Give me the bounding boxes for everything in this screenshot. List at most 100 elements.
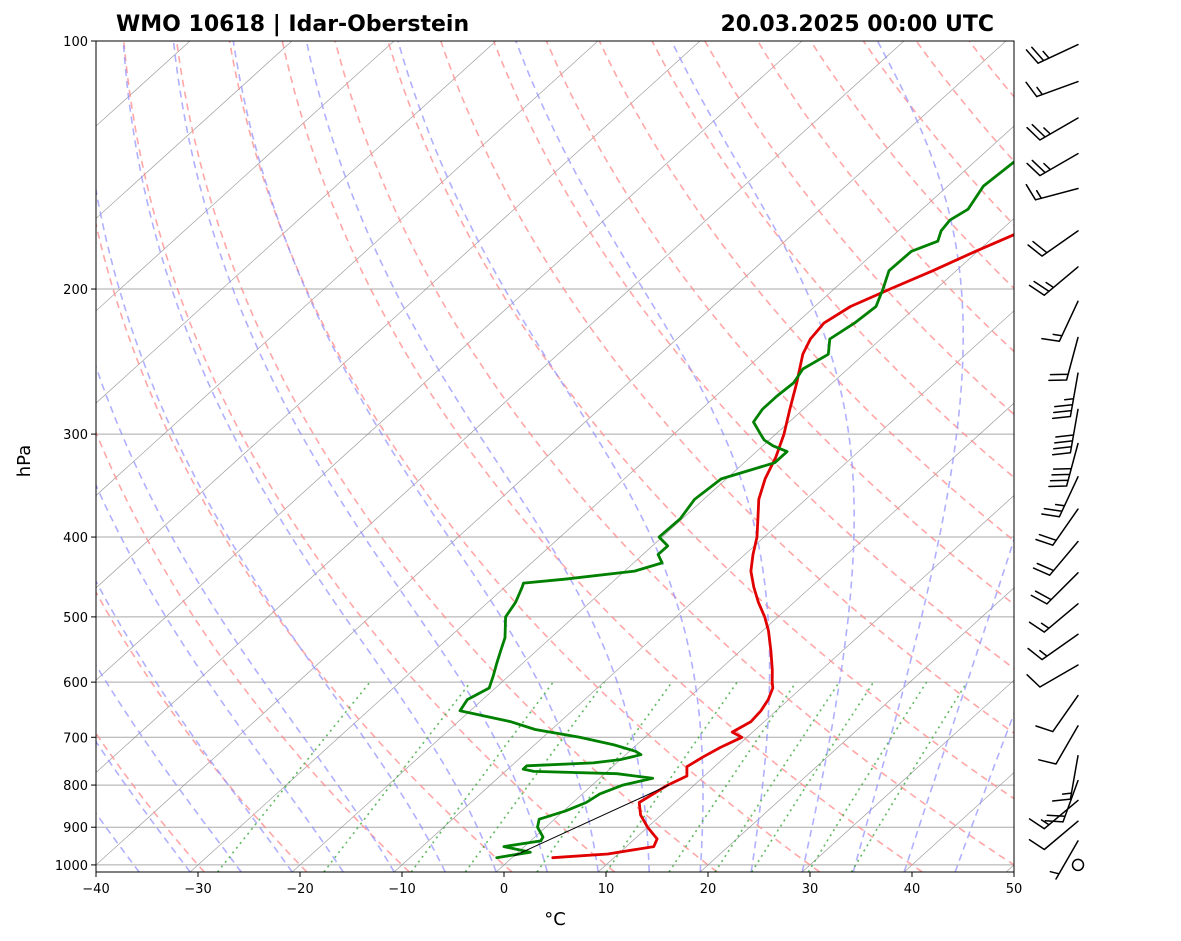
dry-adiabat-100 xyxy=(598,41,1014,542)
wind-barb xyxy=(1026,664,1079,688)
moist-adiabat--10 xyxy=(96,364,395,872)
title-datetime: 20.03.2025 00:00 UTC xyxy=(720,12,994,37)
mixing-ratio-36 xyxy=(850,681,968,872)
moist-adiabat-20 xyxy=(397,41,704,872)
isobar-lines xyxy=(96,41,1014,866)
x-tick-label: −40 xyxy=(82,882,109,897)
wind-barb xyxy=(1032,540,1079,576)
wind-barb-column xyxy=(1025,43,1085,880)
isotherm--10 xyxy=(393,310,1014,872)
wind-barb xyxy=(1025,43,1079,64)
moist-adiabat--5 xyxy=(96,186,446,872)
isotherm--100 xyxy=(96,41,395,312)
mixing-ratio-5 xyxy=(536,681,673,872)
wind-barb xyxy=(1048,442,1079,488)
y-axis: 100 200 300 400 500 600 700 800 900 1000 xyxy=(55,35,96,874)
dewpoint-line xyxy=(458,160,1014,860)
wind-barb xyxy=(1028,266,1079,296)
dry-adiabat-50 xyxy=(334,41,1014,866)
wind-barb-calm xyxy=(1071,858,1085,872)
wind-barb xyxy=(1028,603,1079,633)
y-tick-label: 300 xyxy=(63,428,88,443)
y-tick-label: 100 xyxy=(63,35,88,50)
moist-adiabat-10 xyxy=(232,41,599,872)
x-tick-label: 50 xyxy=(1006,882,1023,897)
dry-adiabat-0 xyxy=(96,220,513,872)
isotherm-lines xyxy=(96,41,1014,872)
x-tick-label: 30 xyxy=(802,882,819,897)
x-tick-label: 20 xyxy=(700,882,717,897)
wind-barb xyxy=(1028,820,1079,851)
moist-adiabat-40 xyxy=(903,537,1014,872)
y-tick-label: 500 xyxy=(63,611,88,626)
dry-adiabat-10 xyxy=(123,41,616,872)
wind-barb xyxy=(1025,80,1079,98)
moist-adiabat-lines xyxy=(96,41,1014,872)
x-tick-label: 10 xyxy=(598,882,615,897)
y-tick-label: 1000 xyxy=(55,859,88,874)
y-tick-label: 700 xyxy=(63,731,88,746)
wind-barb xyxy=(1035,508,1079,546)
wind-barb xyxy=(1027,633,1079,661)
x-axis-label: °C xyxy=(544,909,566,930)
moist-adiabat-30 xyxy=(670,41,855,872)
y-tick-label: 900 xyxy=(63,821,88,836)
x-axis: −40 −30 −20 −10 0 10 20 30 40 50 xyxy=(82,872,1022,897)
mixing-ratio-2 xyxy=(410,681,554,872)
y-tick-label: 400 xyxy=(63,531,88,546)
parcel-line xyxy=(513,784,670,857)
moist-adiabat--20 xyxy=(96,579,293,872)
temperature-line xyxy=(551,233,1014,860)
isotherm--20 xyxy=(291,217,1014,872)
mixing-ratio-28 xyxy=(807,681,928,872)
wind-barb xyxy=(1038,725,1079,765)
sounding-profiles xyxy=(458,160,1014,860)
moist-adiabat-5 xyxy=(172,41,548,872)
dry-adiabat-40 xyxy=(281,41,923,872)
isotherm-10 xyxy=(597,495,1014,872)
dry-adiabat-80 xyxy=(492,41,1014,670)
mixing-ratio-3 xyxy=(464,681,606,872)
x-tick-label: 0 xyxy=(500,882,508,897)
dry-adiabat--30 xyxy=(96,731,205,872)
dry-adiabat-lines xyxy=(96,41,1014,872)
isotherm--60 xyxy=(96,41,803,681)
wind-barb xyxy=(1035,694,1079,733)
y-tick-label: 600 xyxy=(63,676,88,691)
moist-adiabat-0 xyxy=(122,41,497,872)
mixing-ratio-8 xyxy=(605,681,738,872)
wind-barb xyxy=(1027,230,1079,257)
wind-barb xyxy=(1028,799,1079,830)
x-tick-label: 40 xyxy=(904,882,921,897)
y-tick-label: 800 xyxy=(63,779,88,794)
wind-barb xyxy=(1026,117,1079,141)
x-tick-label: −30 xyxy=(184,882,211,897)
mixing-ratio-16 xyxy=(714,681,840,872)
moist-adiabat-15 xyxy=(305,41,650,872)
wind-barb xyxy=(1030,572,1079,605)
dry-adiabat-30 xyxy=(228,41,821,872)
isotherm--90 xyxy=(96,41,497,404)
moist-adiabat--30 xyxy=(96,740,191,872)
moist-adiabat-45 xyxy=(954,711,1014,872)
isotherm-0 xyxy=(495,402,1014,872)
dry-adiabat-90 xyxy=(545,41,1014,606)
plot-frame xyxy=(95,40,1015,873)
mixing-ratio-20 xyxy=(751,681,875,872)
wind-barb xyxy=(1025,183,1079,201)
isotherm--70 xyxy=(96,41,701,589)
mixing-ratio-0.4 xyxy=(216,681,371,872)
wind-barb xyxy=(1026,152,1079,177)
wind-barb xyxy=(1049,840,1079,880)
isotherm--30 xyxy=(189,125,1014,872)
wind-barb xyxy=(1048,336,1079,382)
x-tick-label: −10 xyxy=(388,882,415,897)
mixing-ratio-1 xyxy=(323,681,472,872)
moist-adiabat--25 xyxy=(96,663,242,872)
y-tick-label: 200 xyxy=(63,283,88,298)
wind-barb xyxy=(1051,408,1079,456)
y-axis-label: hPa xyxy=(14,445,35,477)
title-station: WMO 10618 | Idar-Oberstein xyxy=(116,12,469,37)
